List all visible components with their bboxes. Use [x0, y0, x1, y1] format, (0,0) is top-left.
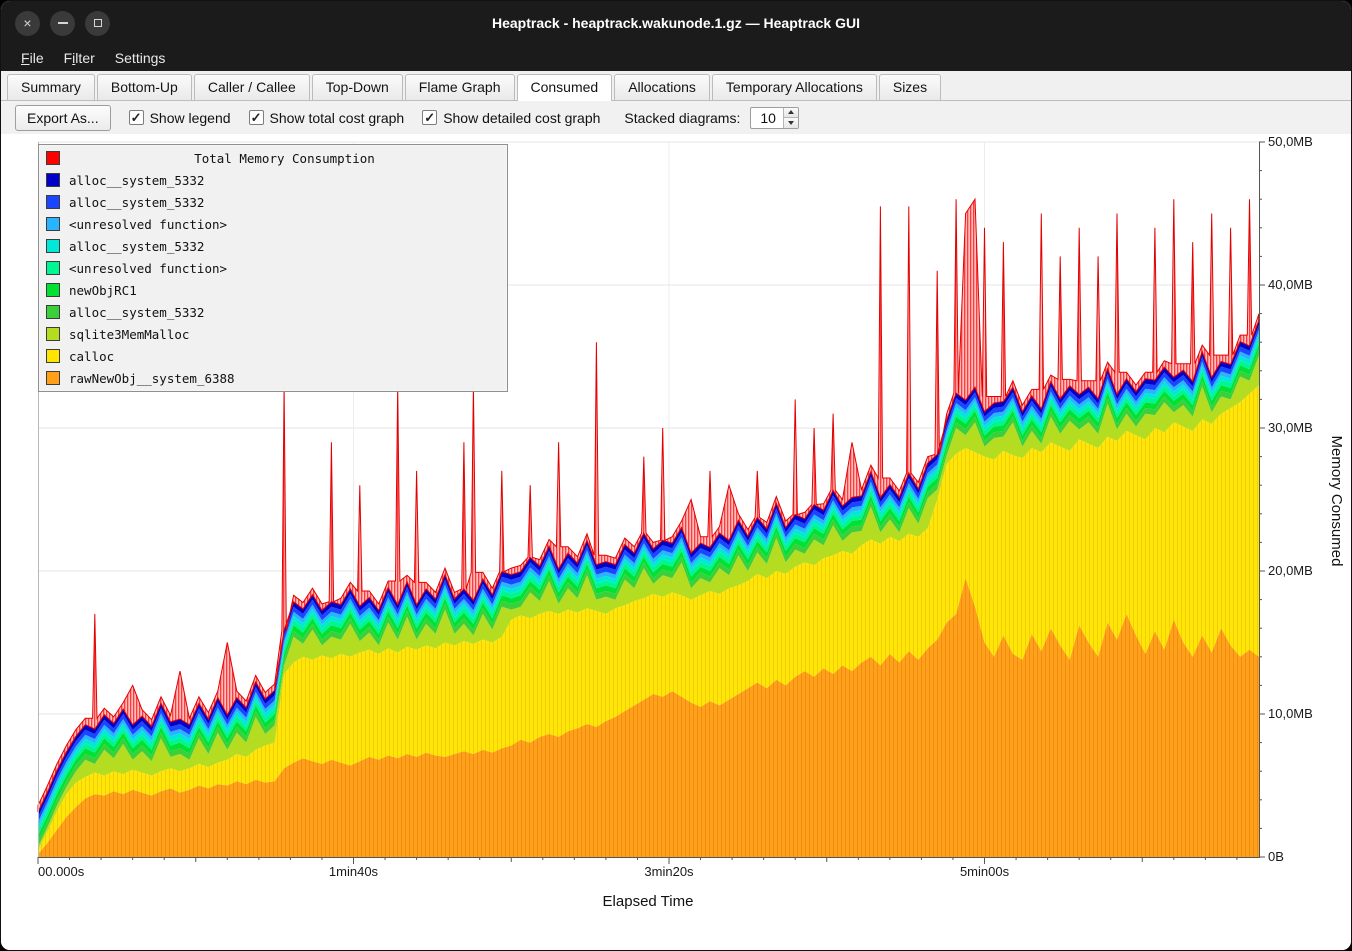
tab-top-down[interactable]: Top-Down	[311, 74, 403, 100]
y-axis-title: Memory Consumed	[1328, 436, 1345, 567]
legend-item-label: alloc__system_5332	[69, 238, 205, 254]
legend-item-label: alloc__system_5332	[69, 172, 205, 188]
y-tick-label: 30,0MB	[1268, 420, 1313, 435]
legend-swatch	[46, 327, 60, 341]
spin-up-button[interactable]	[783, 107, 798, 117]
legend-swatch	[46, 195, 60, 209]
chart-legend: Total Memory Consumption alloc__system_5…	[38, 144, 508, 392]
x-tick-label: 5min00s	[960, 864, 1010, 879]
close-button[interactable]: ×	[15, 10, 40, 36]
spin-down-button[interactable]	[783, 117, 798, 128]
minimize-icon	[57, 22, 68, 24]
legend-item: alloc__system_5332	[39, 169, 507, 191]
tab-sizes[interactable]: Sizes	[878, 74, 942, 100]
toolbar: Export As... ✓ Show legend ✓ Show total cos…	[1, 101, 1351, 134]
spin-down-icon	[787, 120, 794, 125]
legend-swatch	[46, 173, 60, 187]
tab-flame-graph[interactable]: Flame Graph	[404, 74, 515, 100]
chart-areas	[37, 197, 1260, 857]
checkbox-show-total-cost-graph[interactable]: ✓ Show total cost graph	[248, 109, 405, 126]
x-tick-label: 00.000s	[38, 864, 85, 879]
menu-filter[interactable]: Filter	[63, 50, 95, 66]
y-tick-label: 40,0MB	[1268, 277, 1313, 292]
legend-swatch	[46, 217, 60, 231]
checkbox-show-detailed-cost-graph[interactable]: ✓ Show detailed cost graph	[422, 110, 600, 126]
legend-title-row: Total Memory Consumption	[39, 147, 507, 169]
legend-item-label: calloc	[69, 348, 115, 364]
menu-file[interactable]: File	[21, 50, 44, 66]
menu-settings[interactable]: Settings	[114, 50, 166, 66]
legend-item-label: <unresolved function>	[69, 216, 228, 232]
x-axis-title: Elapsed Time	[603, 893, 694, 910]
legend-title: Total Memory Consumption	[194, 150, 375, 166]
checkbox-show-legend[interactable]: ✓ Show legend	[128, 109, 231, 126]
legend-item-label: <unresolved function>	[69, 260, 228, 276]
checkbox-box[interactable]: ✓	[422, 110, 438, 125]
legend-item: newObjRC1	[39, 279, 507, 301]
stacked-diagrams-value[interactable]: 10	[760, 109, 776, 126]
consumption-chart[interactable]: 00.000s 1min40s 3min20s 5min00s 0B 10,0MB 20,0…	[1, 134, 1352, 951]
toolbar-checkboxes: ✓ Show legend ✓ Show total cost graph ✓ Show …	[128, 109, 600, 126]
tab-bottom-up[interactable]: Bottom-Up	[96, 74, 192, 100]
legend-title-swatch	[46, 151, 60, 165]
stacked-diagrams-label: Stacked diagrams:	[624, 109, 741, 126]
spin-up-icon	[787, 110, 794, 115]
legend-swatch	[46, 349, 60, 363]
minimize-button[interactable]	[50, 10, 75, 36]
tab-temporary-allocations[interactable]: Temporary Allocations	[711, 74, 877, 100]
legend-item: calloc	[39, 345, 507, 367]
legend-item: alloc__system_5332	[39, 301, 507, 323]
tab-bar: Summary Bottom-Up Caller / Callee Top-Down F…	[1, 71, 1351, 101]
legend-item: alloc__system_5332	[39, 235, 507, 257]
checkbox-label: Show total cost graph	[269, 109, 405, 126]
legend-swatch	[46, 261, 60, 275]
legend-item-label: sqlite3MemMalloc	[69, 326, 190, 342]
legend-item: <unresolved function>	[39, 213, 507, 235]
tab-allocations[interactable]: Allocations	[614, 74, 710, 100]
legend-item: <unresolved function>	[39, 257, 507, 279]
stacked-diagrams-spinbox[interactable]: 10	[750, 106, 799, 129]
legend-item-label: alloc__system_5332	[69, 304, 205, 320]
legend-item: alloc__system_5332	[39, 191, 507, 213]
tab-consumed[interactable]: Consumed	[516, 74, 613, 101]
legend-swatch	[46, 305, 60, 319]
legend-swatch	[46, 239, 60, 253]
tab-summary[interactable]: Summary	[7, 74, 95, 100]
window-title: Heaptrack - heaptrack.wakunode.1.gz — He…	[491, 15, 860, 31]
checkbox-box[interactable]: ✓	[248, 110, 264, 125]
chart-region: 00.000s 1min40s 3min20s 5min00s 0B 10,0MB 20,0…	[1, 134, 1351, 950]
maximize-icon	[93, 19, 102, 27]
checkbox-label: Show legend	[149, 109, 231, 126]
legend-item: rawNewObj__system_6388	[39, 367, 507, 389]
y-tick-label: 20,0MB	[1268, 563, 1313, 578]
y-tick-label: 0B	[1268, 849, 1284, 864]
window-controls: ×	[15, 1, 110, 45]
x-tick-label: 3min20s	[644, 864, 694, 879]
export-as-button[interactable]: Export As...	[15, 104, 111, 131]
x-tick-label: 1min40s	[329, 864, 379, 879]
menubar: File Filter Settings	[1, 45, 1351, 71]
legend-item: sqlite3MemMalloc	[39, 323, 507, 345]
checkbox-label: Show detailed cost graph	[443, 109, 601, 126]
y-tick-label: 50,0MB	[1268, 134, 1313, 149]
spin-buttons	[782, 107, 798, 128]
chart-tick-labels: 00.000s 1min40s 3min20s 5min00s 0B 10,0MB 20,0…	[38, 134, 1313, 879]
y-tick-label: 10,0MB	[1268, 706, 1313, 721]
legend-swatch	[46, 283, 60, 297]
legend-swatch	[46, 371, 60, 385]
checkbox-box[interactable]: ✓	[128, 110, 144, 125]
legend-item-label: newObjRC1	[69, 282, 137, 298]
legend-item-label: rawNewObj__system_6388	[69, 370, 235, 386]
maximize-button[interactable]	[85, 10, 110, 36]
legend-item-label: alloc__system_5332	[69, 194, 205, 210]
title-bar[interactable]: × Heaptrack - heaptrack.wakunode.1.gz — …	[1, 1, 1351, 45]
tab-caller-callee[interactable]: Caller / Callee	[193, 74, 310, 100]
